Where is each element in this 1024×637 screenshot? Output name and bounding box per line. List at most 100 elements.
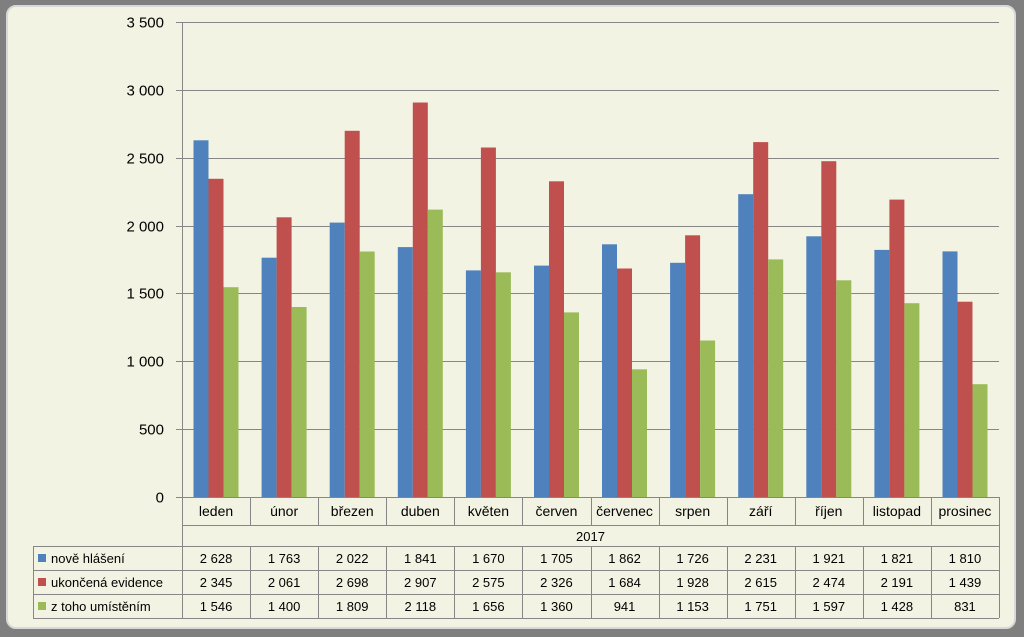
bar bbox=[480, 147, 496, 497]
bar bbox=[889, 199, 905, 497]
bar bbox=[549, 181, 564, 498]
bar bbox=[465, 270, 481, 497]
bar bbox=[397, 247, 413, 497]
bar bbox=[942, 251, 958, 497]
data-label: 1 810 bbox=[949, 551, 982, 566]
data-label: 2 628 bbox=[200, 551, 233, 566]
bar bbox=[904, 303, 920, 497]
data-label: 941 bbox=[614, 599, 636, 614]
legend-key bbox=[38, 554, 46, 562]
data-label: 1 656 bbox=[472, 599, 505, 614]
data-label: 1 841 bbox=[404, 551, 437, 566]
legend-label: ukončená evidence bbox=[51, 575, 163, 590]
x-tick-label: prosinec bbox=[938, 503, 991, 519]
bar bbox=[602, 244, 617, 497]
y-tick-label: 500 bbox=[139, 422, 164, 439]
data-label: 2 191 bbox=[881, 575, 914, 590]
data-label: 1 809 bbox=[336, 599, 369, 614]
data-label: 1 439 bbox=[949, 575, 982, 590]
bar bbox=[564, 312, 579, 497]
y-tick-label: 3 500 bbox=[126, 15, 164, 32]
data-label: 1 546 bbox=[200, 599, 233, 614]
x-tick-label: květen bbox=[468, 503, 509, 519]
data-label: 1 684 bbox=[608, 575, 641, 590]
data-label: 2 575 bbox=[472, 575, 505, 590]
bar bbox=[670, 262, 686, 497]
bar bbox=[753, 142, 769, 497]
legend-key bbox=[38, 578, 46, 586]
x-tick-label: leden bbox=[199, 503, 233, 519]
bar bbox=[193, 140, 209, 498]
bar bbox=[359, 251, 375, 497]
data-label: 1 928 bbox=[676, 575, 709, 590]
x-tick-label: srpen bbox=[675, 503, 710, 519]
legend-key bbox=[38, 602, 46, 610]
bar bbox=[208, 178, 224, 498]
y-tick-label: 2 500 bbox=[126, 151, 164, 168]
data-label: 2 698 bbox=[336, 575, 369, 590]
data-label: 1 862 bbox=[608, 551, 641, 566]
bar bbox=[329, 222, 345, 497]
group-label: 2017 bbox=[576, 529, 605, 544]
x-tick-label: listopad bbox=[873, 503, 921, 519]
data-label: 1 751 bbox=[744, 599, 777, 614]
bar bbox=[768, 259, 784, 497]
bar bbox=[836, 280, 852, 497]
x-tick-label: září bbox=[749, 503, 772, 519]
legend-label: nově hlášení bbox=[51, 551, 125, 566]
y-tick-label: 2 000 bbox=[126, 219, 164, 236]
data-label: 1 726 bbox=[676, 551, 709, 566]
bar bbox=[412, 102, 428, 497]
data-label: 1 921 bbox=[813, 551, 846, 566]
data-label: 1 705 bbox=[540, 551, 573, 566]
data-label: 2 345 bbox=[200, 575, 233, 590]
x-tick-label: říjen bbox=[815, 503, 842, 519]
bar bbox=[685, 235, 701, 498]
data-label: 1 153 bbox=[676, 599, 709, 614]
data-label: 2 061 bbox=[268, 575, 301, 590]
data-label: 2 231 bbox=[744, 551, 777, 566]
data-label: 2 615 bbox=[744, 575, 777, 590]
bar bbox=[957, 301, 973, 497]
y-tick-label: 3 000 bbox=[126, 83, 164, 100]
data-table: leden únor březen duben květen červen červenec… bbox=[33, 497, 1000, 619]
axes: 0 500 1 000 1 500 2 000 2 500 3 000 3 500 bbox=[126, 15, 183, 507]
bar bbox=[738, 194, 754, 497]
y-tick-label: 0 bbox=[156, 490, 164, 507]
data-label: 2 474 bbox=[813, 575, 846, 590]
bar bbox=[427, 209, 443, 497]
bar bbox=[276, 217, 292, 498]
data-label: 2 326 bbox=[540, 575, 573, 590]
gridlines bbox=[182, 22, 999, 430]
bar bbox=[495, 272, 511, 497]
bar bbox=[874, 249, 890, 497]
x-tick-label: březen bbox=[331, 503, 374, 519]
bar bbox=[291, 307, 307, 497]
bar bbox=[261, 257, 277, 497]
bar bbox=[632, 369, 647, 497]
data-label: 1 428 bbox=[881, 599, 914, 614]
x-tick-label: červen bbox=[535, 503, 577, 519]
bar bbox=[534, 265, 549, 497]
x-tick-label: červenec bbox=[596, 503, 653, 519]
data-label: 1 360 bbox=[540, 599, 573, 614]
bar bbox=[806, 236, 822, 498]
bar bbox=[617, 268, 632, 497]
bar bbox=[700, 340, 716, 497]
data-label: 1 670 bbox=[472, 551, 505, 566]
legend-label: z toho umístěním bbox=[51, 599, 151, 614]
data-label: 1 597 bbox=[813, 599, 846, 614]
data-label: 2 022 bbox=[336, 551, 369, 566]
bar bbox=[344, 130, 360, 498]
bar bbox=[972, 384, 988, 497]
data-label: 831 bbox=[954, 599, 976, 614]
data-label: 2 118 bbox=[405, 599, 437, 614]
y-tick-label: 1 000 bbox=[126, 354, 164, 371]
bar bbox=[223, 287, 239, 497]
data-label: 1 821 bbox=[881, 551, 914, 566]
data-label: 2 907 bbox=[404, 575, 437, 590]
bar bbox=[821, 161, 837, 497]
bars bbox=[193, 102, 988, 498]
data-label: 1 763 bbox=[268, 551, 301, 566]
